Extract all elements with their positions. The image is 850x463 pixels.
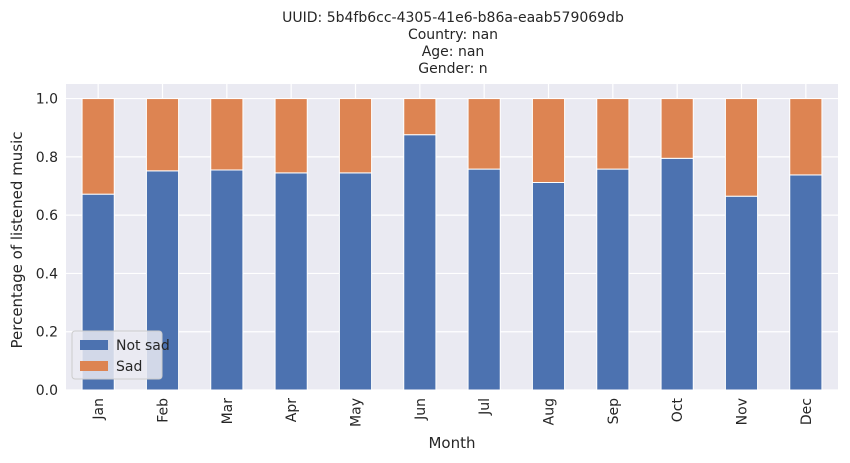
bar-not-sad-sep — [596, 168, 630, 391]
bar-sad-apr — [274, 98, 308, 174]
x-tick-label: Jan — [91, 398, 107, 421]
chart-title-line-2: Country: nan — [407, 27, 499, 43]
chart-title-line-4: Gender: n — [418, 61, 488, 77]
x-tick-label: Jun — [413, 398, 429, 421]
y-tick-label: 0.6 — [36, 208, 58, 224]
bar-sad-jan — [81, 98, 115, 195]
chart-title-line-3: Age: nan — [421, 44, 485, 60]
x-axis-label: Month — [428, 434, 476, 452]
legend-label: Sad — [116, 359, 142, 375]
bar-not-sad-mar — [210, 169, 244, 391]
y-tick-label: 0.8 — [36, 150, 58, 166]
legend-label: Not sad — [116, 338, 170, 354]
x-tick-label: May — [349, 398, 365, 427]
bar-sad-jul — [467, 98, 501, 170]
x-tick-label: Jul — [477, 398, 493, 416]
x-tick-label: Dec — [799, 398, 815, 425]
bar-not-sad-nov — [724, 195, 759, 391]
bar-sad-feb — [145, 98, 180, 172]
x-tick-label: Aug — [542, 398, 558, 425]
x-tick-label: Oct — [670, 398, 686, 423]
x-tick-label: Apr — [284, 398, 300, 422]
x-tick-label: Sep — [606, 398, 622, 425]
x-tick-label: Nov — [735, 398, 751, 425]
y-tick-label: 0.0 — [36, 383, 58, 399]
bar-sad-mar — [210, 98, 244, 171]
bar-not-sad-jun — [403, 134, 437, 391]
bar-not-sad-apr — [274, 172, 308, 391]
bar-not-sad-jul — [467, 168, 501, 391]
plot-background — [66, 84, 838, 390]
bar-sad-oct — [660, 98, 694, 159]
x-tick-label: Feb — [156, 398, 172, 423]
bar-sad-jun — [403, 98, 437, 136]
y-tick-label: 0.2 — [36, 325, 58, 341]
y-tick-label: 1.0 — [36, 92, 58, 108]
y-tick-label: 0.4 — [36, 266, 58, 282]
bar-not-sad-may — [338, 172, 373, 391]
bar-not-sad-oct — [660, 157, 694, 391]
x-tick-label: Mar — [220, 398, 236, 425]
bar-sad-may — [338, 98, 373, 174]
y-axis-label: Percentage of listened music — [8, 131, 26, 349]
bar-not-sad-aug — [531, 182, 566, 391]
bar-sad-nov — [724, 98, 759, 197]
bar-sad-dec — [789, 98, 823, 176]
legend-swatch-sad — [80, 361, 108, 371]
bar-sad-aug — [531, 98, 566, 184]
bar-sad-sep — [596, 98, 630, 170]
chart-title-line-1: UUID: 5b4fb6cc-4305-41e6-b86a-eaab579069… — [282, 10, 624, 26]
bar-not-sad-dec — [789, 174, 823, 391]
legend-swatch-not-sad — [80, 340, 108, 350]
